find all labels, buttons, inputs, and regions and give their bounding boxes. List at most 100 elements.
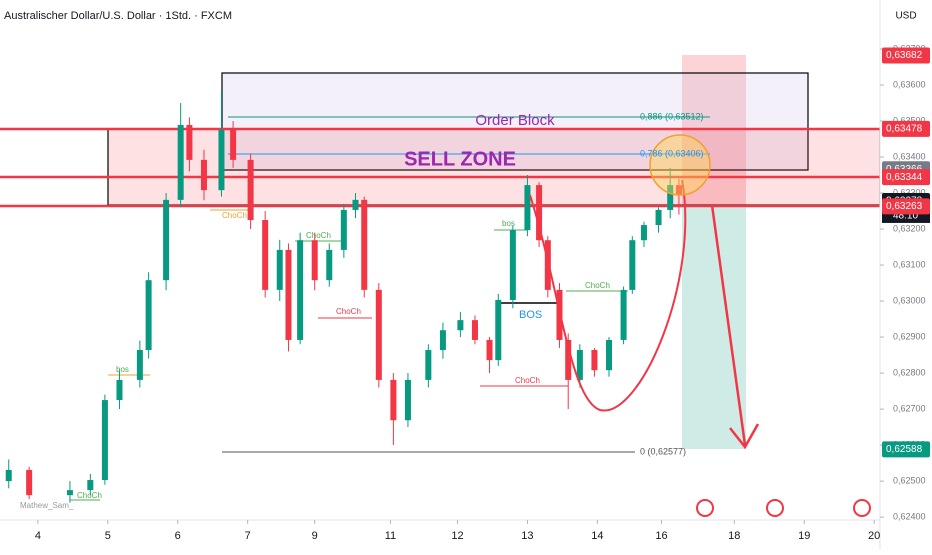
candle-body <box>177 124 184 200</box>
x-tick-label: 6 <box>175 530 181 542</box>
fib-label: 0 (0,62577) <box>640 446 686 456</box>
y-tick-label: 0,63000 <box>893 295 926 305</box>
candle-body <box>66 490 73 496</box>
price-label-bg <box>882 441 930 458</box>
annotation: BOS <box>519 309 542 321</box>
y-tick-label: 0,63200 <box>893 223 926 233</box>
candle-body <box>576 350 583 380</box>
candle-body <box>352 199 359 210</box>
candle-body <box>145 280 152 351</box>
x-tick-label: 9 <box>312 530 318 542</box>
projection-arrow <box>710 204 760 450</box>
x-tick-label: 7 <box>245 530 251 542</box>
candle-body <box>486 339 493 361</box>
candle-body <box>655 209 662 226</box>
annotation: ChoCh <box>77 491 102 500</box>
drawings-back <box>0 55 881 501</box>
candle-body <box>375 289 382 380</box>
candle-body <box>200 159 207 191</box>
x-tick-label: 19 <box>798 530 810 542</box>
x-tick-label: 13 <box>521 530 533 542</box>
candles <box>5 90 682 503</box>
annotation: ChoCh <box>585 281 610 290</box>
annotation: ChoCh <box>515 376 540 385</box>
candle-body <box>326 249 333 281</box>
event-icons <box>696 499 871 517</box>
annotation: ChoCh <box>222 211 247 220</box>
candle-body <box>297 240 304 340</box>
y-tick-label: 0,62900 <box>893 331 926 341</box>
candle-body <box>640 225 647 241</box>
event-icon[interactable] <box>853 499 871 517</box>
candle-body <box>5 469 12 482</box>
annotation: Order Block <box>475 112 555 129</box>
profit-zone <box>682 205 746 449</box>
candle-body <box>163 199 170 281</box>
watermark: Mathew_Sam_ <box>20 501 74 510</box>
y-tick-label: 0,62500 <box>893 475 926 485</box>
candle-body <box>361 199 368 290</box>
candle-body <box>591 350 598 371</box>
projection-curve <box>529 179 687 412</box>
annotation: bos <box>116 365 129 374</box>
x-tick-label: 16 <box>655 530 667 542</box>
price-label: 0,63682 <box>886 50 923 61</box>
y-tick-label: 0,62700 <box>893 403 926 413</box>
price-label: 0,62588 <box>886 444 923 455</box>
candle-body <box>620 289 627 340</box>
event-icon[interactable] <box>696 499 714 517</box>
candle-body <box>276 249 283 290</box>
x-tick-label: 11 <box>385 530 396 542</box>
y-tick-label: 0,63300 <box>893 187 926 197</box>
candle-body <box>509 230 516 300</box>
candle-body <box>136 350 143 380</box>
highlight-circle <box>649 134 711 196</box>
chart-title: Australischer Dollar/U.S. Dollar · 1Std.… <box>4 10 232 22</box>
countdown: 48:10 <box>893 211 918 222</box>
annotation: ChoCh <box>336 307 361 316</box>
candle-body <box>87 480 94 491</box>
candle-body <box>629 240 636 290</box>
price-label: 0,63344 <box>886 172 923 183</box>
drawings-front: Order Block SELL ZONE 0,886 (0,63512) 0,… <box>20 111 871 517</box>
x-tick-label: 20 <box>868 530 880 542</box>
price-label-bg <box>882 198 930 215</box>
y-tick-label: 0,63500 <box>893 115 926 125</box>
annotation: SELL ZONE <box>404 148 516 170</box>
price-axis-bg <box>880 0 932 550</box>
candle-body <box>26 469 33 496</box>
candle-body <box>457 320 464 331</box>
axes: 0,624000,625000,626000,627000,628000,629… <box>35 43 930 542</box>
candle-body <box>247 159 254 221</box>
candle-body <box>471 320 478 340</box>
candle-body <box>675 185 682 196</box>
candle-body <box>565 339 572 380</box>
price-label: 0,63478 <box>886 124 923 135</box>
price-label-bg <box>882 120 930 137</box>
candle-body <box>340 209 347 250</box>
candle-body <box>606 339 613 371</box>
x-tick-label: 12 <box>451 530 463 542</box>
candle-body <box>404 379 411 421</box>
x-tick-label: 14 <box>591 530 603 542</box>
x-tick-label: 4 <box>35 530 41 542</box>
candle-body <box>390 379 397 421</box>
candle-body <box>285 249 292 340</box>
price-label-bg <box>882 47 930 64</box>
annotation: bos <box>502 219 515 228</box>
candle-body <box>230 130 237 160</box>
y-tick-label: 0,63400 <box>893 151 926 161</box>
fib-label: 0,886 (0,63512) <box>640 111 704 121</box>
candle-body <box>667 185 674 210</box>
y-tick-label: 0,62800 <box>893 367 926 377</box>
candle-body <box>524 185 531 231</box>
price-label: 0,63263 <box>886 201 923 212</box>
y-tick-label: 0,63600 <box>893 79 926 89</box>
fib-label: 0,786 (0,63406) <box>640 148 704 158</box>
event-icon[interactable] <box>766 499 784 517</box>
candle-body <box>311 240 318 281</box>
candle-body <box>262 220 269 290</box>
candle-body <box>101 400 108 481</box>
